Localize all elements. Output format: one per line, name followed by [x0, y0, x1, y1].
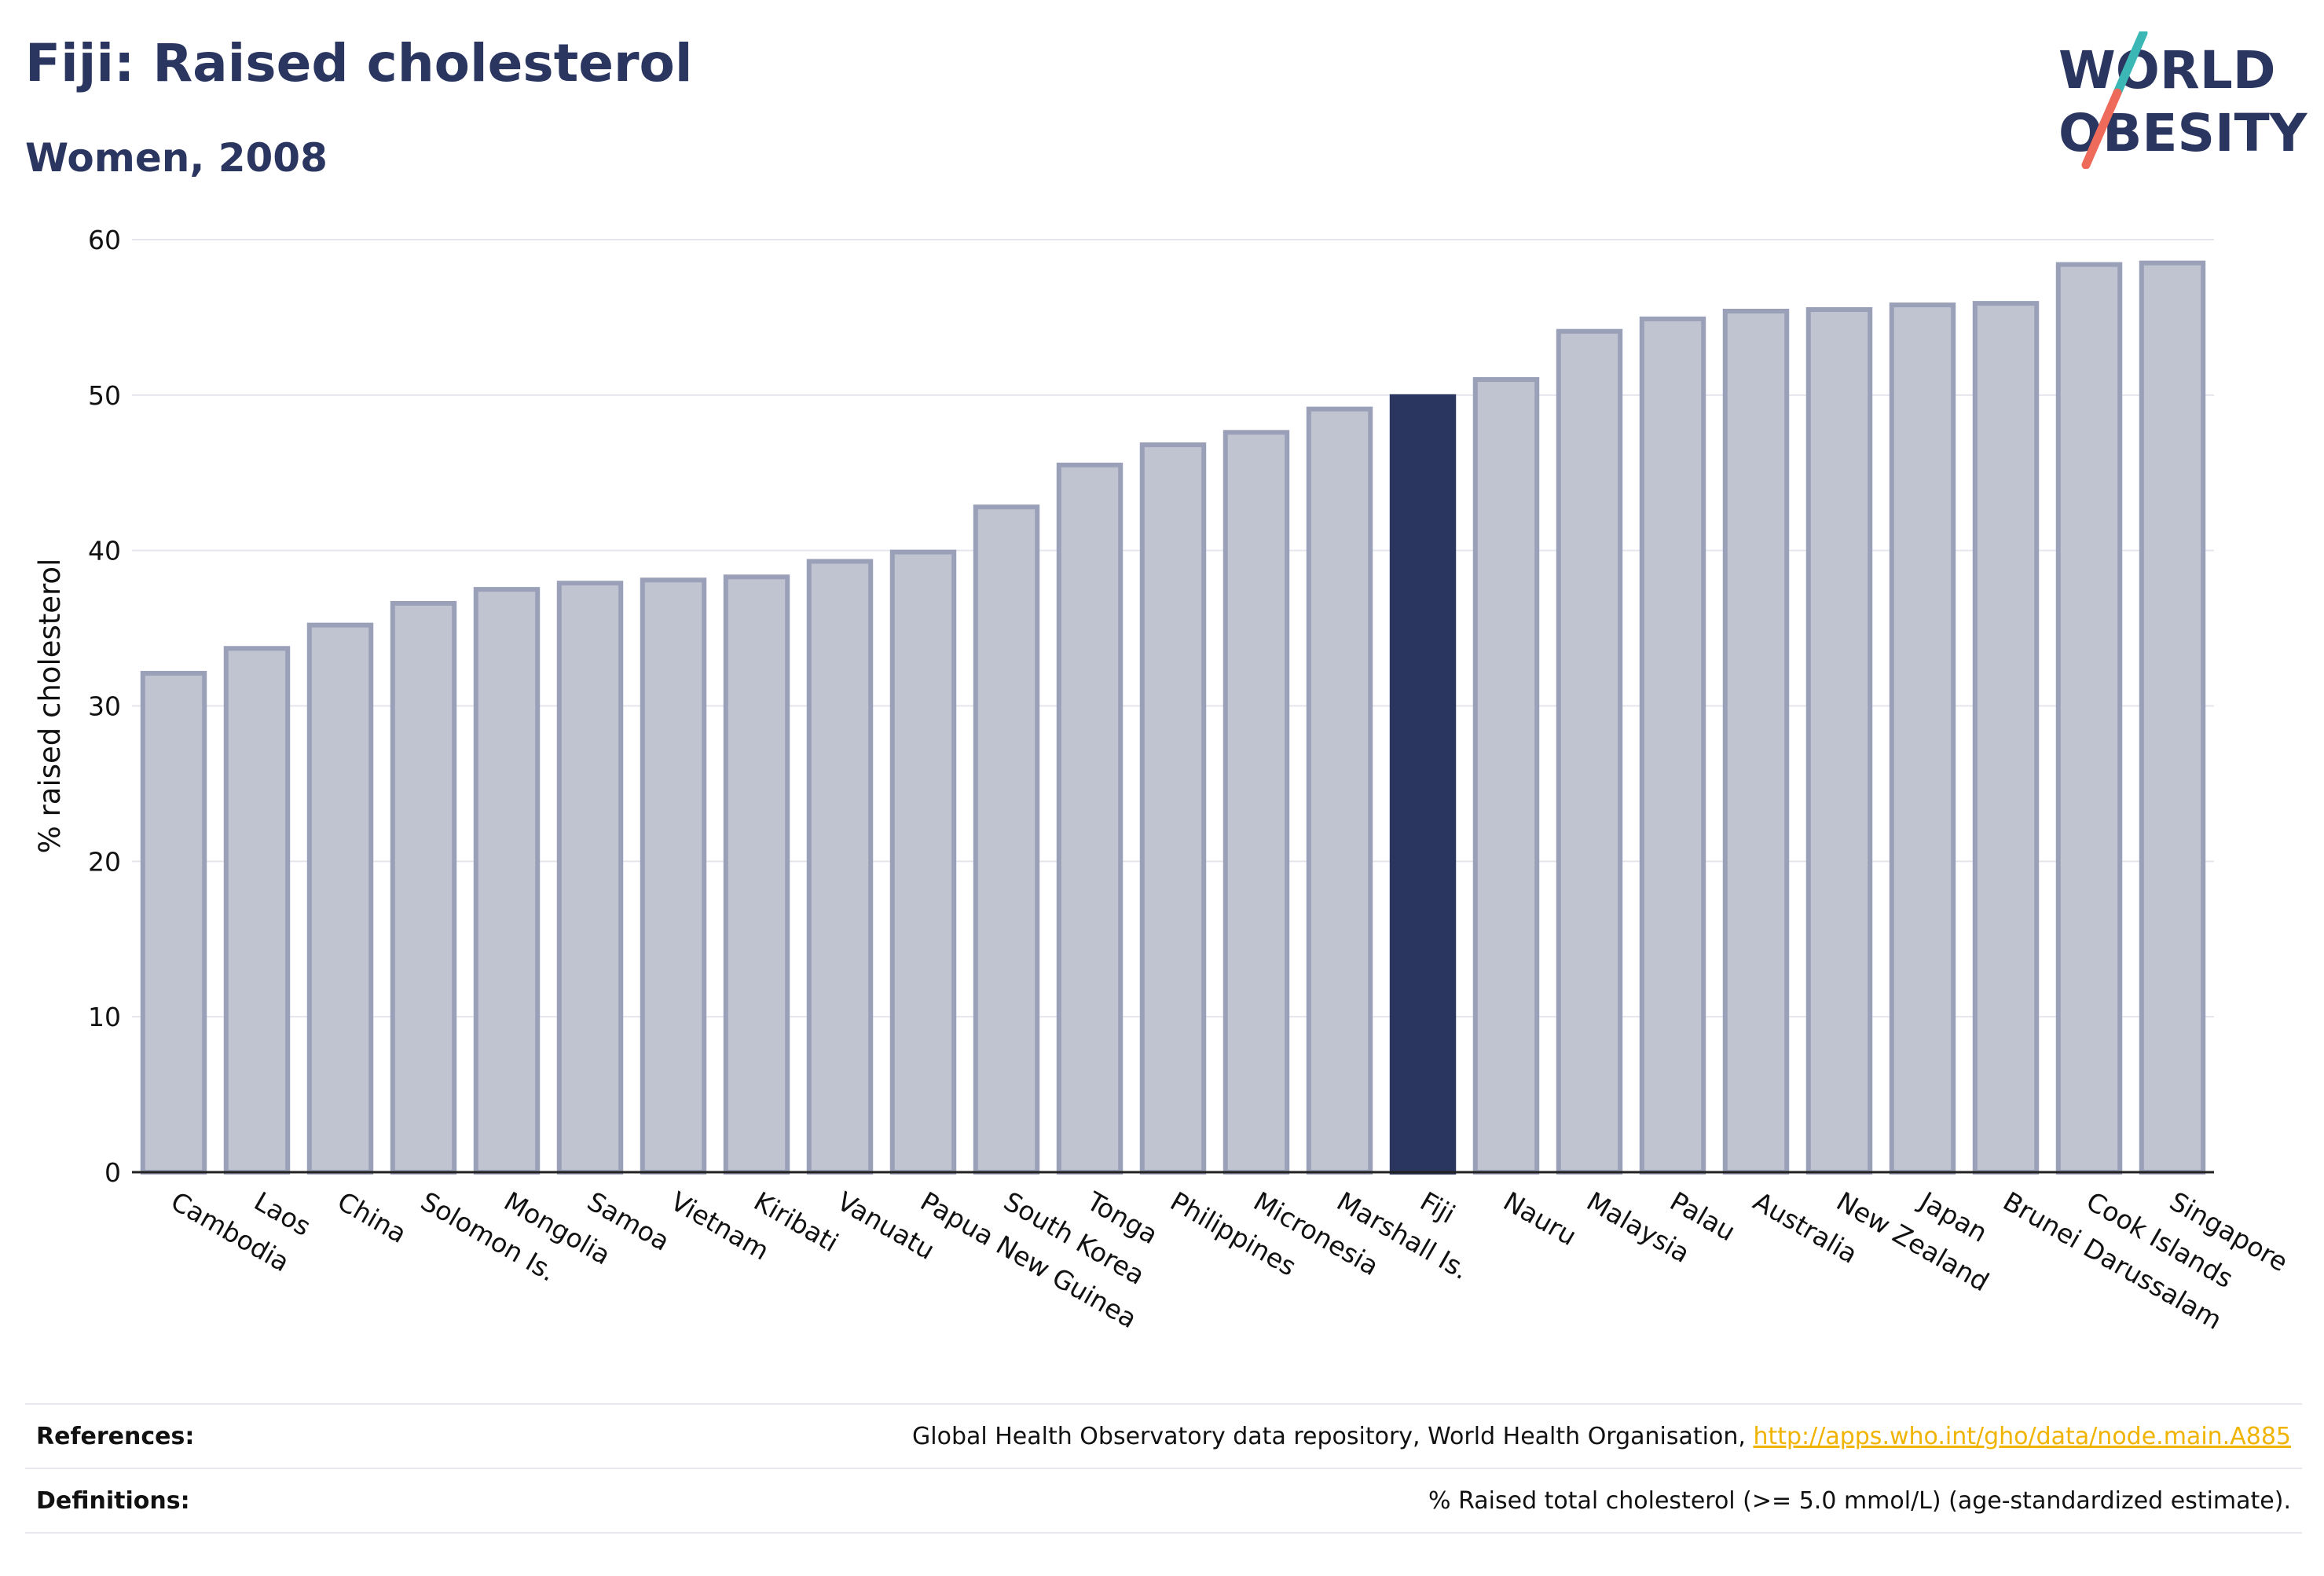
bars: [140, 260, 2206, 1175]
bar-singapore: [2139, 260, 2206, 1175]
bar-vietnam: [640, 577, 707, 1175]
world-obesity-logo: WORLD OBESITY: [2058, 31, 2308, 169]
logo-line1: WORLD: [2058, 40, 2276, 101]
references-value: Global Health Observatory data repositor…: [912, 1423, 2302, 1450]
references-label: References:: [36, 1422, 195, 1450]
bar-samoa: [556, 581, 624, 1175]
bar-mongolia: [473, 587, 541, 1175]
bar-fiji: [1389, 394, 1457, 1175]
bar-palau: [1639, 316, 1706, 1175]
y-tick-label: 10: [88, 1002, 121, 1032]
references-row: References: Global Health Observatory da…: [25, 1405, 2302, 1468]
bar-brunei-darussalam: [1972, 301, 2040, 1175]
y-tick-label: 30: [88, 691, 121, 722]
footer-divider: [25, 1468, 2302, 1469]
references-link[interactable]: http://apps.who.int/gho/data/node.main.A…: [1753, 1422, 2291, 1450]
bar-cambodia: [140, 670, 207, 1175]
y-tick-label: 20: [88, 846, 121, 877]
y-axis-title: % raised cholesterol: [33, 559, 67, 854]
bar-papua-new-guinea: [889, 549, 957, 1175]
definitions-label: Definitions:: [36, 1486, 190, 1515]
y-tick-label: 0: [104, 1157, 121, 1188]
bar-nauru: [1472, 377, 1540, 1175]
footer-divider: [25, 1532, 2302, 1534]
y-tick-label: 40: [88, 536, 121, 566]
references-text: Global Health Observatory data repositor…: [912, 1422, 1754, 1450]
logo-slash-coral: [2081, 88, 2122, 169]
bar-japan: [1889, 302, 1956, 1175]
bar-solomon-is: [390, 600, 457, 1175]
bar-kiribati: [723, 574, 790, 1175]
bar-china: [306, 622, 374, 1175]
chart-subtitle: Women, 2008: [25, 135, 328, 181]
axes: 0 10 20 30 40 50 60 % raised cholesterol: [33, 225, 2214, 1188]
definitions-row: Definitions: % Raised total cholesterol …: [25, 1469, 2302, 1532]
bar-cook-islands: [2055, 262, 2123, 1175]
bar-micronesia: [1222, 430, 1290, 1175]
y-tick-label: 50: [88, 380, 121, 411]
x-tick-label: Fiji: [1415, 1186, 1461, 1230]
bar-philippines: [1139, 442, 1207, 1175]
bar-tonga: [1056, 462, 1124, 1175]
definitions-value: % Raised total cholesterol (>= 5.0 mmol/…: [1428, 1486, 2291, 1515]
y-tick-label: 60: [88, 225, 121, 255]
bar-malaysia: [1556, 328, 1623, 1175]
logo-slash-teal: [2113, 31, 2148, 97]
bar-marshall-is: [1306, 406, 1373, 1175]
bar-chart: 0 10 20 30 40 50 60 % raised cholesterol Cambod…: [33, 225, 2293, 1336]
bar-new-zealand: [1805, 307, 1873, 1175]
bar-laos: [223, 646, 291, 1175]
bar-australia: [1722, 309, 1790, 1175]
x-tick-label: Nauru: [1498, 1186, 1582, 1252]
x-tick-label: China: [332, 1186, 412, 1249]
chart-title: Fiji: Raised cholesterol: [25, 33, 693, 93]
footer-divider: [25, 1403, 2302, 1405]
bar-south-korea: [973, 504, 1040, 1175]
bar-vanuatu: [806, 559, 874, 1175]
